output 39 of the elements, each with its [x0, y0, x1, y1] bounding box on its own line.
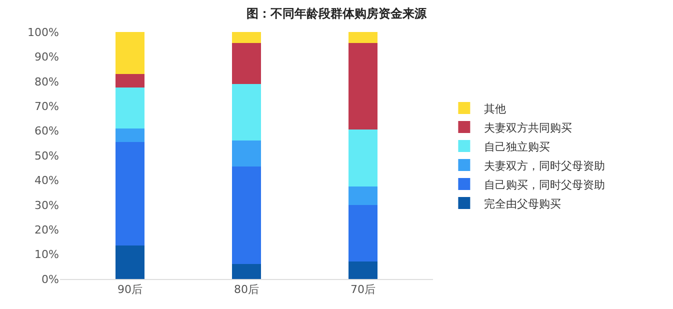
y-tick-label: 0% — [42, 272, 59, 286]
chart-title: 图：不同年龄段群体购房资金来源 — [246, 6, 428, 21]
y-tick-label: 90% — [34, 50, 59, 64]
y-tick-label: 100% — [28, 26, 59, 39]
bar — [115, 74, 145, 88]
bar — [232, 264, 262, 279]
x-tick-label: 90后 — [117, 283, 142, 296]
bar — [348, 204, 378, 262]
y-tick-label: 50% — [34, 149, 59, 162]
y-tick-label: 20% — [34, 223, 59, 236]
y-tick-label: 30% — [34, 198, 59, 212]
bar — [348, 186, 378, 205]
bar — [348, 262, 378, 279]
bar — [232, 84, 262, 141]
bar — [115, 32, 145, 74]
bar — [232, 166, 262, 264]
x-tick-label: 80后 — [234, 283, 259, 296]
y-tick-label: 70% — [34, 100, 59, 113]
bar — [115, 88, 145, 128]
legend-label: 自己购买，同时父母资助 — [484, 178, 606, 192]
y-tick-label: 40% — [34, 174, 59, 188]
bar — [232, 43, 262, 84]
bar — [232, 32, 262, 44]
bar — [348, 130, 378, 186]
bar — [115, 142, 145, 246]
bar — [348, 32, 378, 44]
bar — [232, 140, 262, 167]
bar — [115, 128, 145, 142]
legend-label: 夫妻双方，同时父母资助 — [484, 159, 606, 172]
x-tick-label: 70后 — [350, 283, 376, 296]
y-tick-label: 60% — [34, 124, 59, 138]
y-tick-label: 80% — [34, 75, 59, 88]
legend-label: 其他 — [484, 102, 506, 116]
legend-label: 夫妻双方共同购买 — [484, 121, 572, 134]
y-tick-label: 10% — [34, 248, 59, 262]
bar — [115, 246, 145, 279]
legend-label: 完全由父母购买 — [484, 197, 562, 210]
bar — [348, 43, 378, 130]
legend-label: 自己独立购买 — [484, 140, 550, 154]
